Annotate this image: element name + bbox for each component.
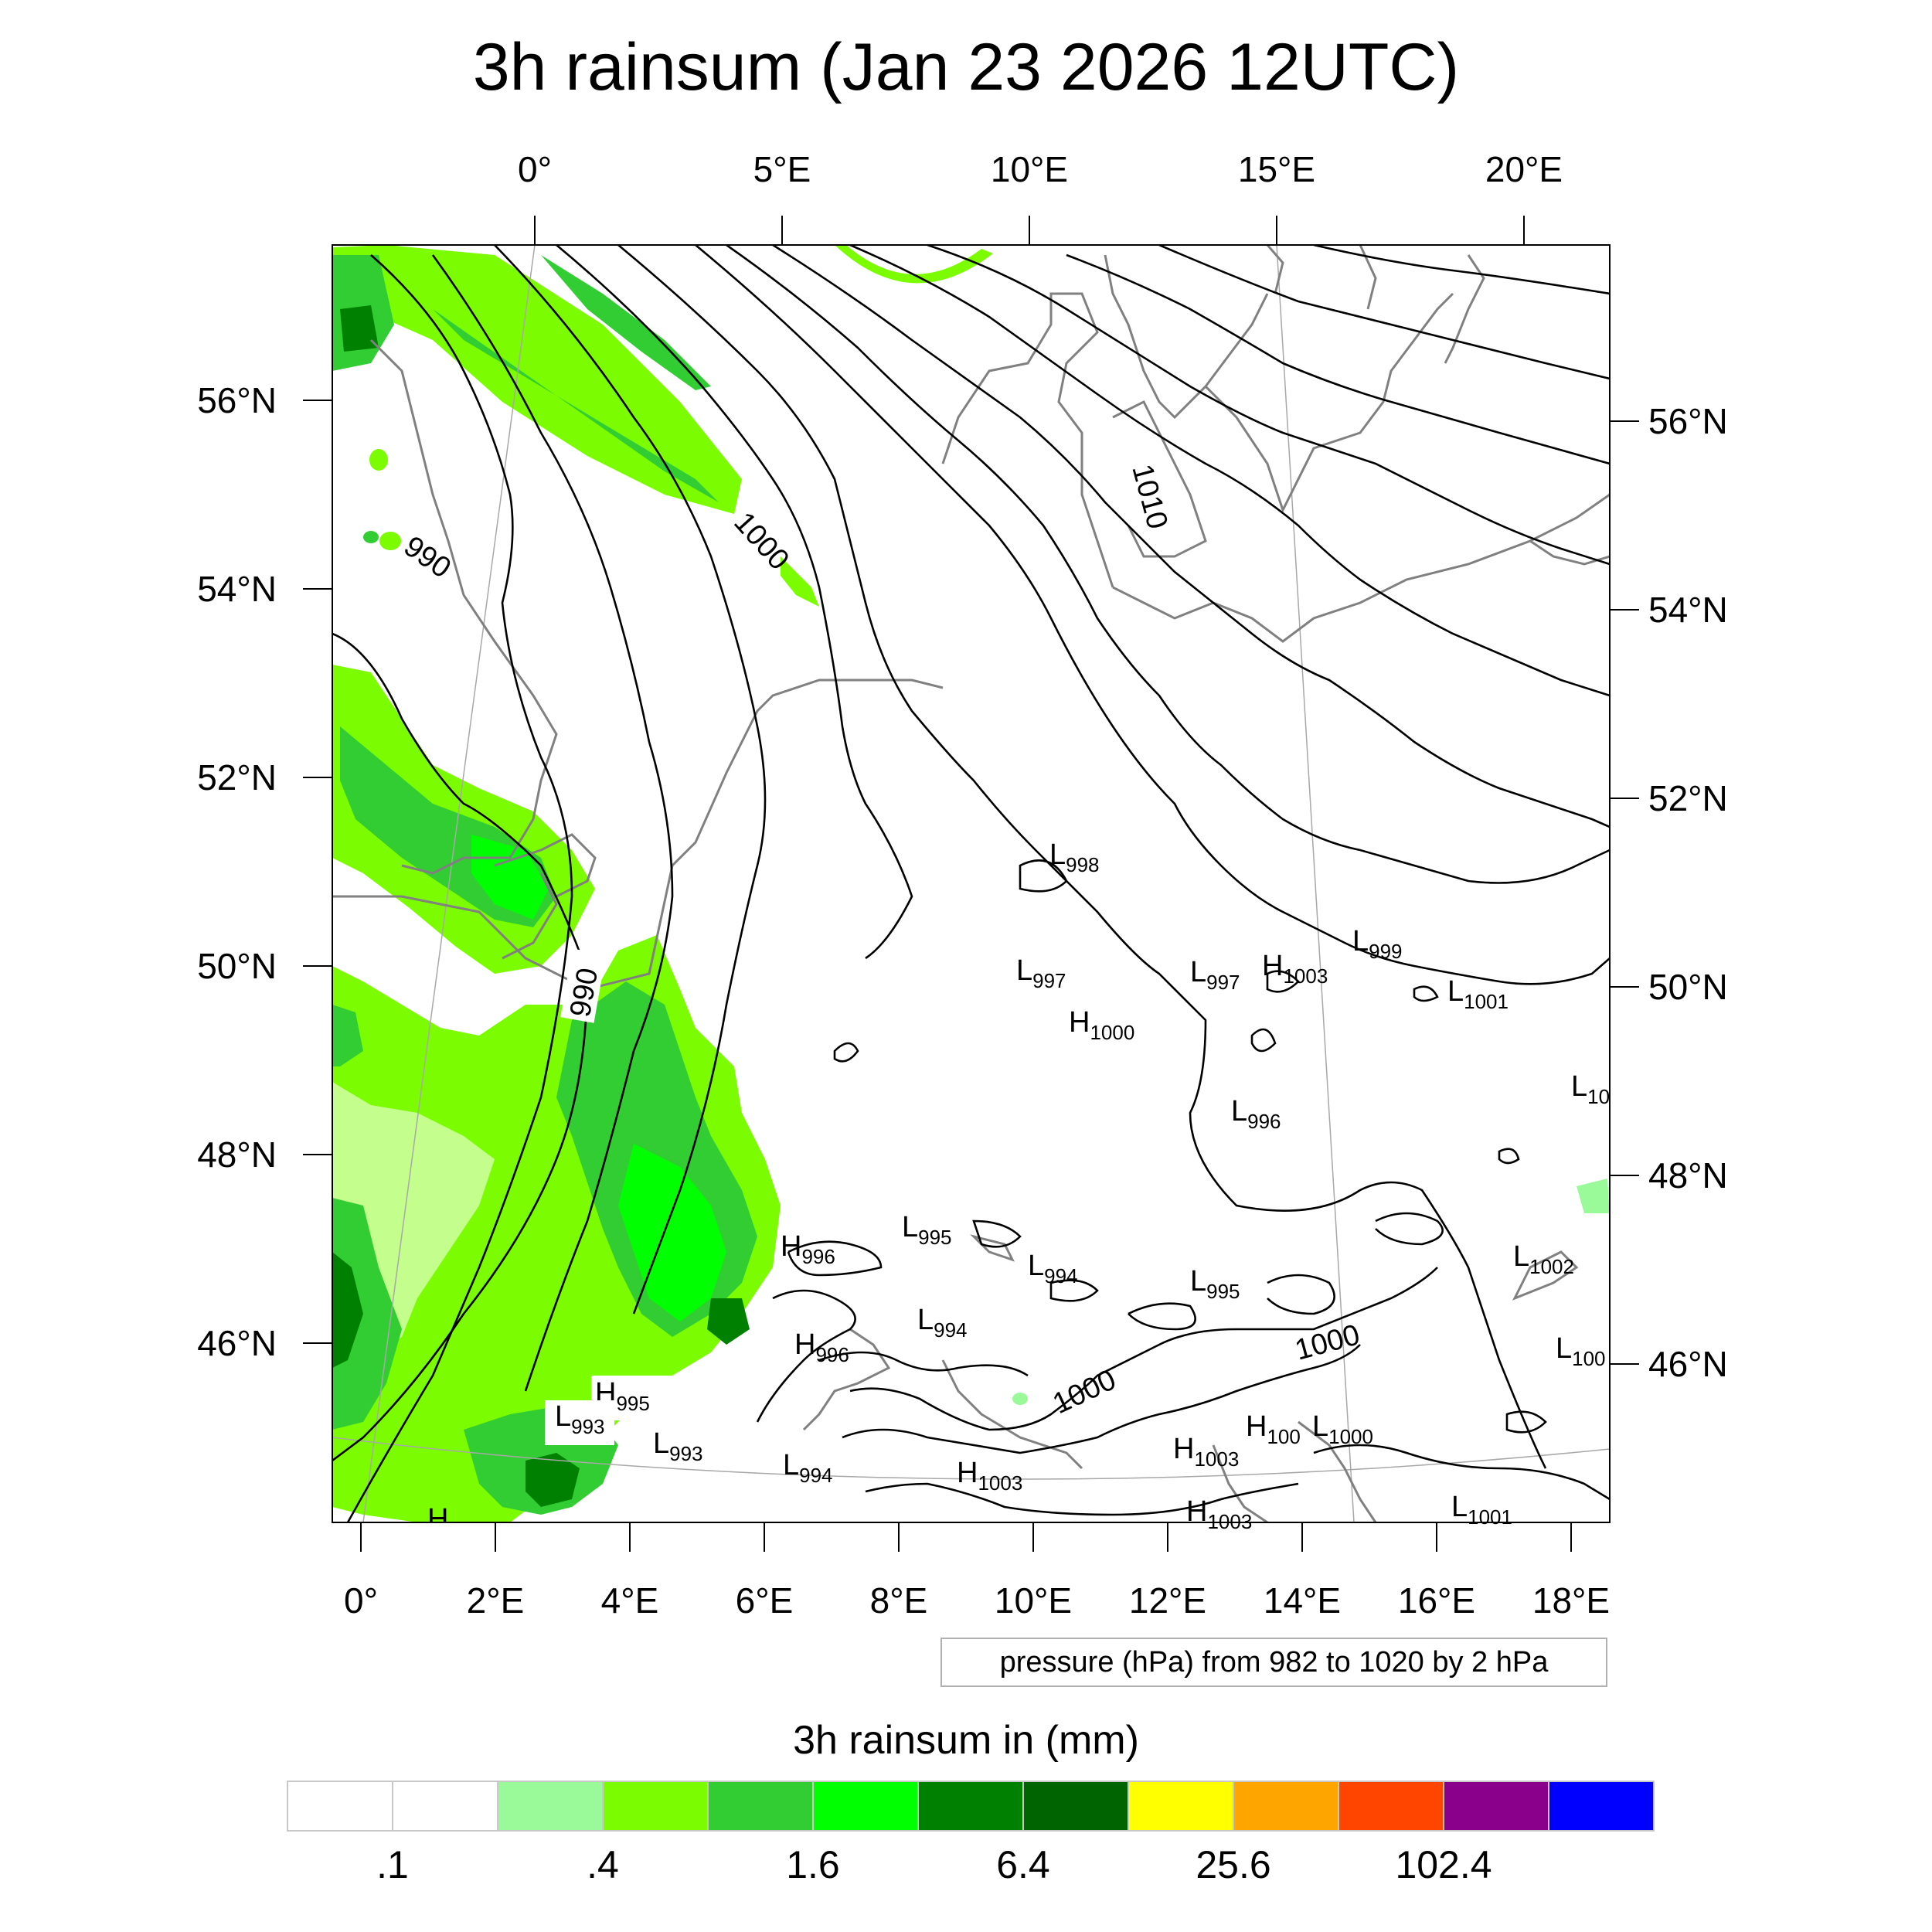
pressure-center-label: H100: [1246, 1410, 1301, 1448]
colorbar-swatch: [1233, 1781, 1339, 1832]
pressure-center-label: L997: [1190, 956, 1240, 994]
right-latitude-labels: 56°N 54°N 52°N 50°N 48°N 46°N: [1648, 401, 1728, 1384]
colorbar-label: .4: [587, 1843, 619, 1886]
pressure-center-label: H1000: [1069, 1006, 1134, 1044]
left-lat-label: 52°N: [197, 757, 277, 798]
right-lat-label: 48°N: [1648, 1155, 1728, 1196]
right-lat-label: 50°N: [1648, 967, 1728, 1007]
bottom-lon-label: 16°E: [1398, 1580, 1475, 1621]
high-995-label-box: H995: [591, 1376, 693, 1420]
map-frame: [332, 244, 1611, 1523]
colorbar-swatch: [1338, 1781, 1444, 1832]
bottom-lon-label: 18°E: [1532, 1580, 1610, 1621]
left-lat-label: 54°N: [197, 569, 277, 609]
colorbar-swatch: [1022, 1781, 1129, 1832]
bottom-lon-label: 6°E: [736, 1580, 794, 1621]
top-lon-label: 0°: [518, 149, 552, 189]
pressure-center-label: H995: [427, 1503, 482, 1541]
pressure-center-label: L993: [653, 1427, 703, 1465]
right-lat-label: 54°N: [1648, 590, 1728, 630]
bottom-lon-label: 12°E: [1129, 1580, 1206, 1621]
isobar-label: 1000: [1291, 1318, 1363, 1366]
pressure-center-label: L995: [1190, 1265, 1240, 1303]
pressure-center-label: H996: [794, 1328, 849, 1366]
pressure-center-label: L995: [902, 1211, 952, 1249]
pressure-center-label: H1003: [957, 1457, 1022, 1495]
colorbar-title: 3h rainsum in (mm): [793, 1718, 1139, 1763]
pressure-center-label: L996: [1231, 1095, 1281, 1133]
pressure-center-label: L994: [1028, 1250, 1078, 1287]
bottom-lon-label: 14°E: [1264, 1580, 1341, 1621]
pressure-center-label: L998: [1049, 838, 1100, 876]
pressure-center-label: L100: [1556, 1332, 1606, 1370]
top-lon-label: 20°E: [1485, 149, 1563, 189]
pressure-center-label: L999: [1352, 925, 1403, 963]
precipitation-field: [332, 245, 1610, 1522]
left-lat-label: 48°N: [197, 1134, 277, 1175]
pressure-centers: L998 L997 H1000 L997 H1003 L999 L1001 L9…: [427, 838, 1610, 1541]
pressure-center-label: L10: [1571, 1070, 1610, 1108]
top-lon-label: 15°E: [1238, 149, 1315, 189]
pressure-center-label: H1003: [1173, 1433, 1239, 1471]
colorbar-swatch: [707, 1781, 814, 1832]
colorbar-swatch: [497, 1781, 604, 1832]
top-lon-label: 10°E: [991, 149, 1068, 189]
pressure-center-label: L994: [783, 1449, 833, 1487]
colorbar-label: 6.4: [996, 1843, 1050, 1886]
left-lat-label: 46°N: [197, 1323, 277, 1363]
colorbar-swatch: [917, 1781, 1024, 1832]
colorbar-label: .1: [376, 1843, 409, 1886]
pressure-center-label: H996: [781, 1230, 835, 1268]
pressure-center-label: H1003: [1186, 1495, 1252, 1533]
pressure-center-label: L1002: [1513, 1240, 1574, 1278]
left-latitude-labels: 56°N 54°N 52°N 50°N 48°N 46°N: [197, 380, 277, 1363]
bottom-longitude-labels: 0° 2°E 4°E 6°E 8°E 10°E 12°E 14°E 16°E 1…: [344, 1580, 1610, 1621]
colorbar-swatch: [602, 1781, 709, 1832]
colorbar-label: 102.4: [1395, 1843, 1492, 1886]
colorbar-swatch: [1443, 1781, 1549, 1832]
isobars: [332, 245, 1610, 1522]
pressure-center-label: L993: [555, 1400, 605, 1438]
left-lat-label: 56°N: [197, 380, 277, 420]
right-lat-label: 56°N: [1648, 401, 1728, 441]
left-lat-label: 50°N: [197, 946, 277, 986]
top-lon-label: 5°E: [753, 149, 811, 189]
colorbar-swatch: [812, 1781, 919, 1832]
contour-info-box: pressure (hPa) from 982 to 1020 by 2 hPa: [940, 1638, 1607, 1687]
isobar-label: 1010: [1125, 461, 1173, 532]
colorbar-swatch: [287, 1781, 393, 1832]
colorbar-label: 25.6: [1196, 1843, 1270, 1886]
colorbar: .1 .4 1.6 6.4 25.6 102.4: [287, 1781, 1655, 1886]
coastlines: [332, 245, 1610, 1522]
colorbar-swatch: [392, 1781, 498, 1832]
pressure-center-label: L1001: [1447, 975, 1509, 1013]
bottom-lon-label: 0°: [344, 1580, 378, 1621]
pressure-center-label: L1001: [1451, 1491, 1512, 1529]
pressure-center-label: H1003: [1262, 950, 1328, 988]
colorbar-swatch: [1128, 1781, 1234, 1832]
right-lat-label: 46°N: [1648, 1344, 1728, 1384]
pressure-center-label: L994: [917, 1304, 968, 1342]
colorbar-label: 1.6: [786, 1843, 840, 1886]
top-longitude-labels: 0° 5°E 10°E 15°E 20°E: [518, 149, 1563, 189]
bottom-lon-label: 8°E: [870, 1580, 928, 1621]
bottom-lon-label: 2°E: [467, 1580, 525, 1621]
pressure-center-label: L1000: [1312, 1410, 1373, 1448]
bottom-lon-label: 10°E: [995, 1580, 1072, 1621]
graticule: [332, 245, 1610, 1522]
tick-marks: [303, 216, 1639, 1552]
colorbar-swatch: [1548, 1781, 1655, 1832]
bottom-lon-label: 4°E: [601, 1580, 659, 1621]
map-title: 3h rainsum (Jan 23 2026 12UTC): [472, 30, 1460, 104]
pressure-center-label: L997: [1016, 954, 1066, 992]
right-lat-label: 52°N: [1648, 778, 1728, 818]
